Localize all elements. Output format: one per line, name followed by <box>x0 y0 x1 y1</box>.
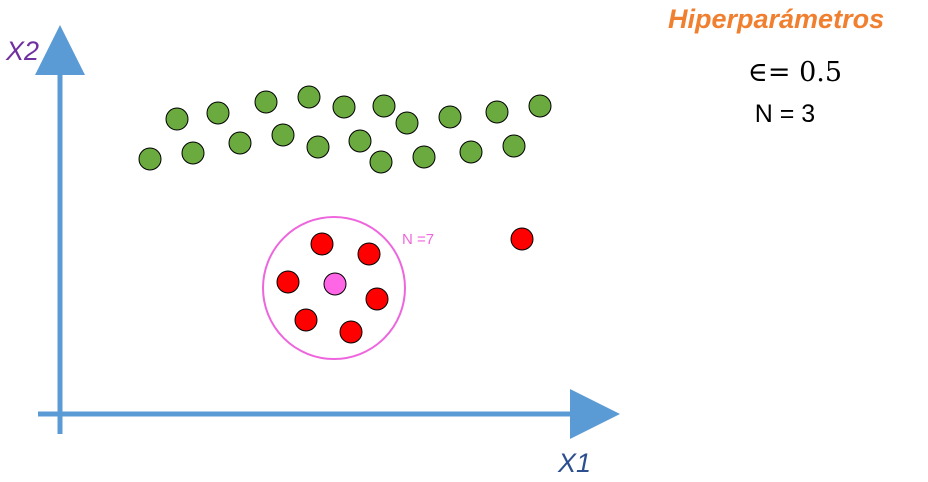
epsilon-value: ∈= 0.5 <box>747 57 843 88</box>
red-point <box>357 242 381 266</box>
green-point <box>254 90 278 114</box>
green-point <box>181 141 205 165</box>
green-point <box>206 101 230 125</box>
green-point <box>348 129 372 153</box>
green-point <box>306 135 330 159</box>
green-point <box>332 95 356 119</box>
green-point <box>372 94 396 118</box>
red-cluster <box>276 227 534 344</box>
green-point <box>138 147 162 171</box>
hyperparameters-title: Hiperparámetros <box>668 4 885 34</box>
green-point <box>297 85 321 109</box>
red-point <box>310 232 334 256</box>
red-point <box>365 287 389 311</box>
core-point <box>323 272 347 296</box>
green-point <box>369 150 393 174</box>
green-point <box>438 105 462 129</box>
y-axis-label: X2 <box>6 36 40 66</box>
green-point <box>395 111 419 135</box>
x-axis-label: X1 <box>558 448 592 478</box>
red-point <box>294 308 318 332</box>
green-point <box>228 131 252 155</box>
green-point <box>528 94 552 118</box>
green-cluster <box>138 85 552 174</box>
green-point <box>485 100 509 124</box>
green-point <box>165 107 189 131</box>
green-point <box>502 134 526 158</box>
green-point <box>412 145 436 169</box>
red-point <box>276 270 300 294</box>
neighborhood-count-label: N =7 <box>402 231 435 248</box>
min-points-value: N = 3 <box>754 100 816 128</box>
red-point-outlier <box>510 227 534 251</box>
green-point <box>271 123 295 147</box>
red-point <box>339 320 363 344</box>
epsilon-neighborhood-circle <box>262 216 406 360</box>
green-point <box>459 140 483 164</box>
